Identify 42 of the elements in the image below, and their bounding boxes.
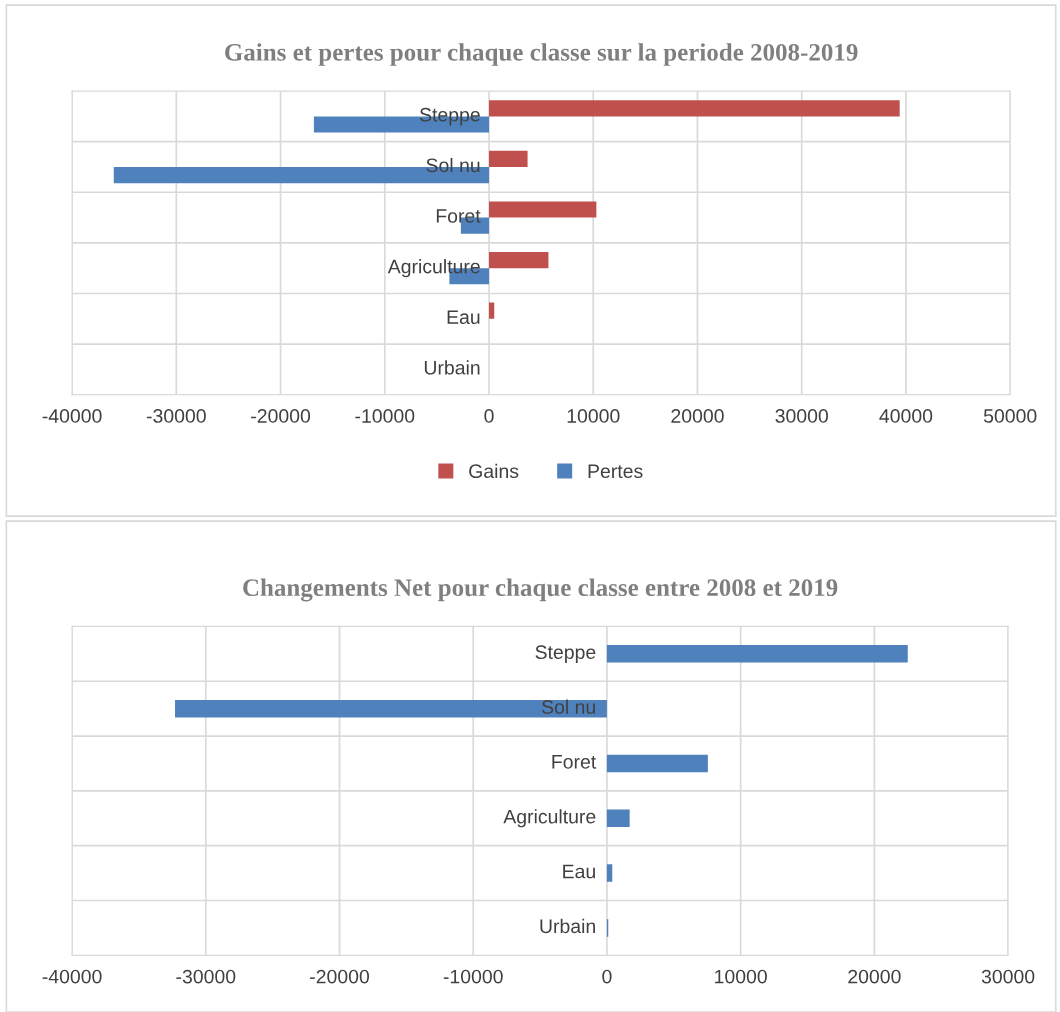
y-tick-label: Eau bbox=[447, 310, 480, 324]
chart-title: Gains et pertes pour chaque classe sur la periode 2008-2019 bbox=[225, 43, 858, 66]
x-tick-label: -40000 bbox=[42, 409, 102, 423]
legend-label: Gains bbox=[469, 463, 519, 479]
x-tick-label: 40000 bbox=[879, 409, 933, 423]
x-tick-label: -10000 bbox=[355, 409, 415, 423]
bar bbox=[606, 645, 908, 663]
x-tick-label: 10000 bbox=[567, 409, 620, 423]
bar bbox=[606, 809, 630, 828]
x-tick-label: -20000 bbox=[310, 969, 370, 984]
y-tick-label: Urbain bbox=[540, 918, 595, 934]
x-tick-label: -30000 bbox=[146, 409, 206, 423]
x-tick-label: 10000 bbox=[715, 969, 767, 984]
bar bbox=[489, 150, 528, 167]
legend-label: Pertes bbox=[588, 464, 643, 479]
y-tick-label: Foret bbox=[552, 755, 597, 769]
x-tick-label: -40000 bbox=[42, 969, 102, 984]
x-tick-label: -30000 bbox=[176, 969, 236, 984]
x-tick-label: 30000 bbox=[981, 969, 1035, 984]
x-tick-label: -10000 bbox=[443, 969, 503, 984]
x-tick-label: 50000 bbox=[983, 409, 1037, 423]
x-tick-label: 0 bbox=[602, 969, 612, 984]
bar bbox=[606, 864, 613, 882]
y-tick-label: Urbain bbox=[424, 360, 480, 375]
x-tick-label: 20000 bbox=[671, 409, 724, 423]
x-tick-label: 30000 bbox=[775, 409, 828, 423]
x-tick-label: 0 bbox=[484, 409, 494, 423]
bar bbox=[489, 201, 597, 218]
bar bbox=[489, 251, 549, 269]
y-tick-label: Sol nu bbox=[541, 699, 595, 714]
bar bbox=[606, 754, 708, 773]
y-tick-label: Agriculture bbox=[503, 809, 596, 828]
y-tick-label: Eau bbox=[563, 864, 595, 879]
y-tick-label: Steppe bbox=[535, 645, 596, 663]
x-tick-label: -20000 bbox=[251, 409, 311, 423]
bar bbox=[489, 302, 495, 319]
bar bbox=[489, 100, 900, 117]
bar bbox=[175, 699, 607, 718]
x-tick-label: 20000 bbox=[848, 969, 901, 984]
y-tick-label: Agriculture bbox=[387, 259, 480, 278]
chart-title: Changements Net pour chaque classe entre 2008 et 2019 bbox=[243, 578, 838, 602]
y-tick-label: Foret bbox=[436, 209, 481, 223]
